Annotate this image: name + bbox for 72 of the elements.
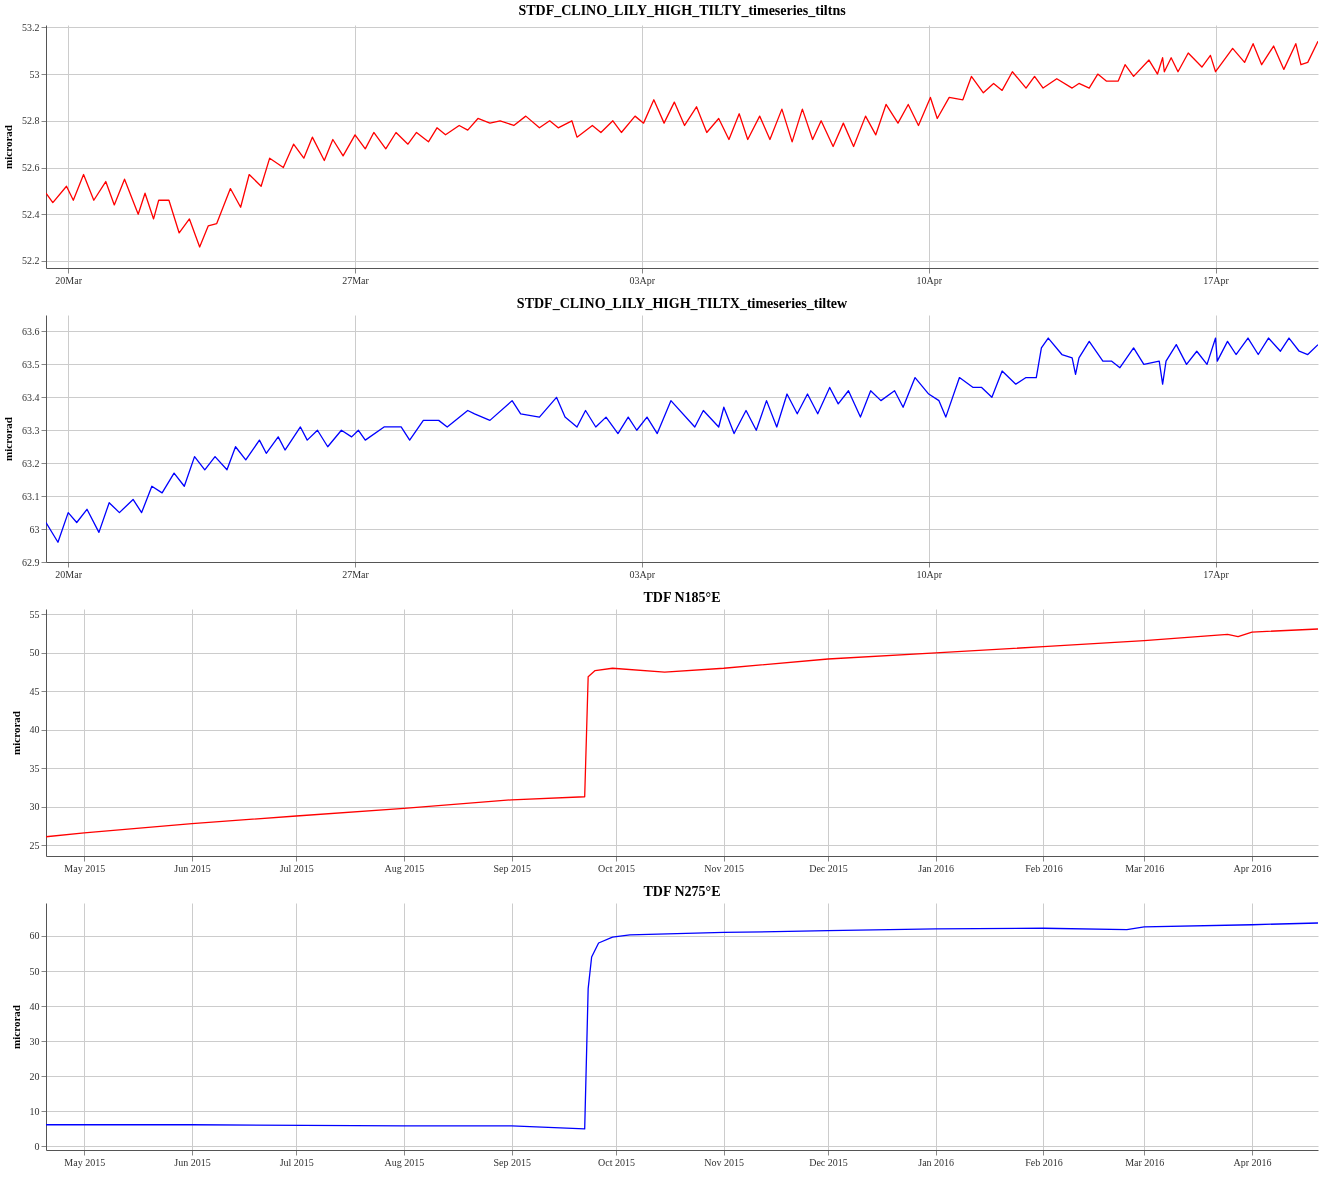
x-tick-label: Jun 2015 bbox=[174, 862, 211, 874]
x-tick-label: Dec 2015 bbox=[809, 862, 848, 874]
x-tick-label: Jul 2015 bbox=[279, 1156, 314, 1168]
x-tick-label: Nov 2015 bbox=[704, 1156, 745, 1168]
y-tick-label: 50 bbox=[29, 965, 40, 977]
y-tick-label: 52.4 bbox=[22, 208, 40, 220]
x-tick-label: Feb 2016 bbox=[1025, 1156, 1063, 1168]
x-tick-label: Jan 2016 bbox=[918, 862, 955, 874]
x-tick-label: Sep 2015 bbox=[493, 862, 531, 874]
y-tick-label: 63.3 bbox=[22, 424, 40, 436]
y-tick-label: 50 bbox=[29, 647, 40, 659]
y-axis-title: microrad bbox=[2, 417, 14, 461]
x-tick-label: Aug 2015 bbox=[384, 862, 425, 874]
y-tick-label: 52.2 bbox=[22, 255, 40, 267]
x-tick-label: 10Apr bbox=[916, 274, 943, 286]
x-tick-label: Sep 2015 bbox=[493, 1156, 531, 1168]
x-tick-label: Jul 2015 bbox=[279, 862, 314, 874]
x-tick-label: 27Mar bbox=[342, 274, 370, 286]
y-tick-label: 53 bbox=[29, 68, 40, 80]
x-tick-label: Jan 2016 bbox=[918, 1156, 955, 1168]
x-tick-label: Feb 2016 bbox=[1025, 862, 1063, 874]
y-tick-label: 63 bbox=[29, 523, 40, 535]
y-tick-label: 45 bbox=[29, 685, 40, 697]
x-tick-label: Oct 2015 bbox=[597, 862, 635, 874]
y-tick-label: 0 bbox=[34, 1140, 40, 1152]
chart-title: STDF_CLINO_LILY_HIGH_TILTX_timeseries_tiltew bbox=[516, 296, 849, 311]
x-tick-label: Jun 2015 bbox=[174, 1156, 211, 1168]
x-tick-label: Nov 2015 bbox=[704, 862, 745, 874]
y-axis-title: microrad bbox=[9, 1005, 22, 1049]
x-tick-label: 03Apr bbox=[629, 274, 656, 286]
y-tick-label: 40 bbox=[29, 724, 40, 736]
y-tick-label: 63.6 bbox=[22, 325, 40, 337]
line-series bbox=[46, 922, 1318, 1130]
x-tick-label: 17Apr bbox=[1203, 568, 1230, 580]
x-tick-label: May 2015 bbox=[64, 862, 106, 874]
y-tick-label: 62.9 bbox=[22, 556, 40, 568]
line-series bbox=[46, 628, 1318, 838]
y-axis-title: microrad bbox=[2, 125, 14, 169]
y-tick-label: 60 bbox=[29, 930, 40, 942]
x-tick-label: Mar 2016 bbox=[1125, 862, 1165, 874]
y-tick-label: 52.6 bbox=[22, 162, 40, 174]
x-tick-label: May 2015 bbox=[64, 1156, 106, 1168]
x-tick-label: 20Mar bbox=[55, 274, 83, 286]
y-tick-label: 55 bbox=[29, 608, 40, 620]
x-tick-label: 27Mar bbox=[342, 568, 370, 580]
y-axis-title: microrad bbox=[9, 711, 22, 755]
y-tick-label: 20 bbox=[29, 1070, 40, 1082]
chart-title: TDF N275°E bbox=[643, 884, 721, 899]
y-tick-label: 35 bbox=[29, 762, 40, 774]
x-tick-label: 10Apr bbox=[916, 568, 943, 580]
x-tick-label: Apr 2016 bbox=[1233, 1156, 1272, 1168]
x-tick-label: 20Mar bbox=[55, 568, 83, 580]
y-tick-label: 63.5 bbox=[22, 358, 40, 370]
x-tick-label: Apr 2016 bbox=[1233, 862, 1272, 874]
chart-title: TDF N185°E bbox=[643, 590, 721, 605]
y-tick-label: 25 bbox=[29, 839, 40, 851]
x-tick-label: 03Apr bbox=[629, 568, 656, 580]
y-tick-label: 52.8 bbox=[22, 115, 40, 127]
x-tick-label: Mar 2016 bbox=[1125, 1156, 1165, 1168]
y-tick-label: 30 bbox=[29, 801, 40, 813]
x-tick-label: Dec 2015 bbox=[809, 1156, 848, 1168]
y-tick-label: 63.2 bbox=[22, 457, 40, 469]
chart-title: STDF_CLINO_LILY_HIGH_TILTY_timeseries_tiltns bbox=[518, 3, 847, 19]
y-tick-label: 40 bbox=[29, 1000, 40, 1012]
y-tick-label: 10 bbox=[29, 1105, 40, 1117]
y-tick-label: 63.1 bbox=[22, 490, 40, 502]
x-tick-label: 17Apr bbox=[1203, 274, 1230, 286]
y-tick-label: 30 bbox=[29, 1035, 40, 1047]
y-tick-label: 53.2 bbox=[22, 21, 40, 33]
y-tick-label: 63.4 bbox=[22, 391, 40, 403]
x-tick-label: Aug 2015 bbox=[384, 1156, 425, 1168]
x-tick-label: Oct 2015 bbox=[597, 1156, 635, 1168]
